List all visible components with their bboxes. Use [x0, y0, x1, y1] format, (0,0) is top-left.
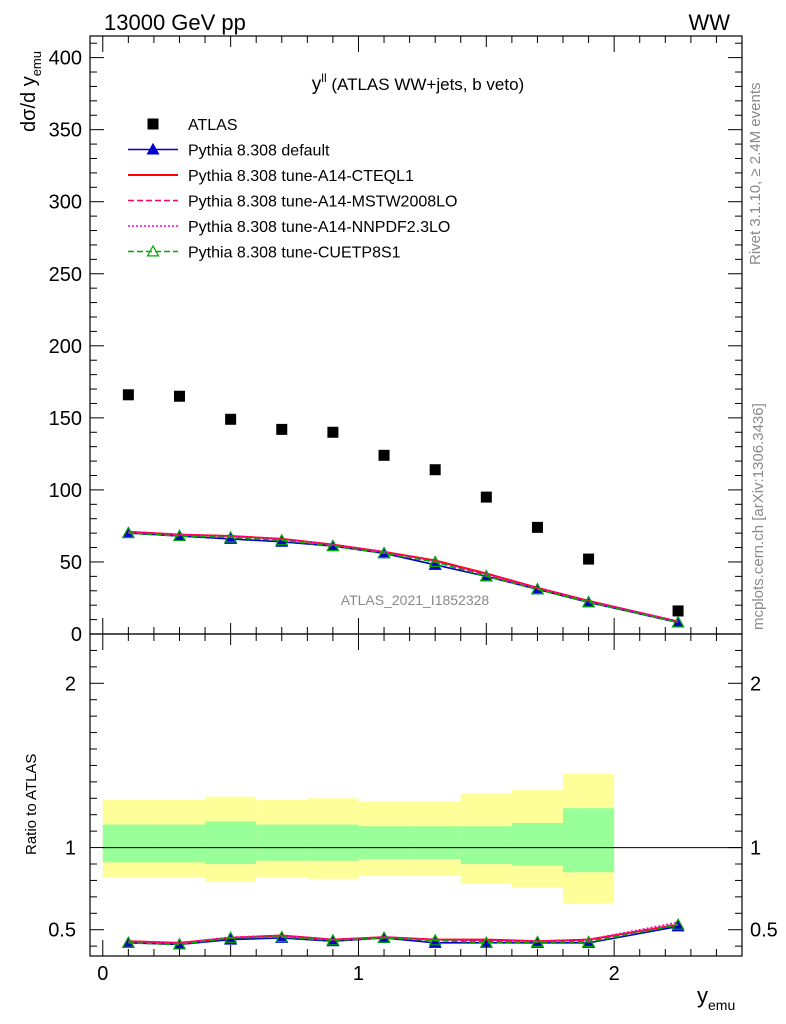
ratio-series-line: [128, 921, 679, 944]
ratio-series-marker: [172, 937, 187, 950]
title-rest: (ATLAS WW+jets, b veto): [327, 75, 525, 94]
atlas-data-point: [429, 464, 441, 476]
main-series-marker: [479, 569, 493, 582]
y-tick-label: 300: [49, 192, 82, 214]
legend-marker: [146, 142, 160, 155]
ratio-series-marker: [377, 931, 391, 943]
atlas-data-point: [583, 553, 595, 565]
ratio-series-marker: [224, 931, 238, 943]
atlas-data-point: [173, 390, 185, 402]
y-tick-label: 200: [49, 336, 82, 358]
main-series-marker: [224, 530, 238, 543]
main-series-marker: [275, 533, 289, 546]
legend-label: ATLAS: [188, 117, 238, 134]
analysis-watermark: ATLAS_2021_I1852328: [341, 592, 490, 608]
atlas-data-point: [378, 449, 390, 461]
main-series-marker: [172, 529, 187, 542]
ratio-series-marker: [530, 935, 544, 948]
xlabel-sub: emu: [708, 997, 735, 1013]
main-ylabel: dσ/d yemu: [18, 51, 44, 132]
ratio-y-tick-label-left: 1: [65, 838, 76, 860]
main-series-marker: [671, 615, 685, 628]
header-right: WW: [688, 10, 730, 35]
main-ylabel-sub: emu: [29, 51, 44, 76]
ratio-series-marker: [275, 930, 289, 943]
ratio-frame: [89, 633, 743, 957]
ratio-series-marker: [428, 933, 442, 946]
atlas-data-point: [327, 426, 339, 438]
x-tick-label: 1: [353, 963, 364, 985]
atlas-data-point: [672, 605, 684, 617]
main-series-marker: [582, 595, 596, 608]
y-tick-label: 350: [49, 120, 82, 142]
ratio-series-marker: [121, 936, 135, 948]
stat-uncertainty-band: [102, 824, 154, 863]
main-series-line: [128, 532, 679, 624]
xlabel: yemu: [697, 983, 735, 1013]
title-main: y: [312, 74, 322, 95]
atlas-data-point: [225, 413, 237, 425]
y-tick-label: 0: [71, 624, 82, 646]
stat-uncertainty-band: [307, 824, 359, 861]
stat-uncertainty-band: [256, 824, 308, 861]
ratio-ylabel: Ratio to ATLAS: [23, 754, 40, 855]
header-left: 13000 GeV pp: [104, 10, 246, 35]
ratio-series-marker: [326, 933, 340, 946]
main-series-marker: [224, 532, 238, 544]
rivet-annotation: Rivet 3.1.10, ≥ 2.4M events: [747, 83, 764, 266]
x-tick-label: 0: [97, 963, 108, 985]
main-series-line: [128, 531, 679, 623]
main-series-marker: [326, 539, 340, 552]
stat-uncertainty-band: [563, 808, 615, 873]
stat-uncertainty-band: [153, 824, 206, 863]
main-series-line: [128, 530, 679, 623]
legend-label: Pythia 8.308 tune-CUETP8S1: [188, 245, 401, 262]
atlas-data-point: [122, 389, 134, 401]
main-ylabel-main: dσ/d y: [18, 76, 40, 132]
stat-uncertainty-band: [358, 826, 410, 860]
main-series-marker: [428, 555, 442, 567]
legend-marker-atlas: [147, 118, 159, 130]
ratio-y-tick-label-left: 0.5: [48, 920, 76, 942]
xlabel-main: y: [697, 983, 708, 1008]
legend-label: Pythia 8.308 tune-A14-MSTW2008LO: [188, 194, 457, 211]
atlas-data-point: [276, 423, 288, 435]
atlas-data-point: [531, 521, 543, 533]
stat-uncertainty-band: [205, 821, 257, 864]
ratio-y-tick-label-left: 2: [65, 673, 76, 695]
legend: ATLAS Pythia 8.308 default Pythia 8.308 tu…: [128, 117, 457, 262]
ratio-panel: 0.5 0.5 1 1 2 2 0 1 2: [48, 633, 778, 985]
stat-uncertainty-band: [409, 826, 461, 860]
legend-marker: [146, 244, 160, 257]
main-series-marker: [530, 582, 544, 595]
main-series-marker: [377, 546, 391, 559]
ratio-y-tick-label-right: 0.5: [750, 920, 778, 942]
stat-uncertainty-band: [511, 822, 564, 866]
y-tick-label: 50: [60, 552, 82, 574]
legend-label: Pythia 8.308 default: [188, 143, 330, 160]
y-tick-label: 150: [49, 408, 82, 430]
y-tick-label: 400: [49, 48, 82, 70]
legend-label: Pythia 8.308 tune-A14-CTEQL1: [188, 168, 414, 185]
title-sup: ll: [321, 71, 326, 85]
ratio-series-marker: [671, 918, 685, 930]
main-series-line: [128, 532, 679, 624]
legend-label: Pythia 8.308 tune-A14-NNPDF2.3LO: [188, 219, 450, 236]
ratio-series-line: [128, 925, 679, 946]
main-series-line: [128, 530, 679, 622]
stat-uncertainty-band: [460, 826, 512, 864]
mcplots-annotation: mcplots.cern.ch [arXiv:1306.3436]: [750, 403, 767, 630]
ratio-series-line: [128, 924, 679, 946]
ratio-y-tick-label-right: 2: [750, 673, 761, 695]
x-tick-label: 2: [609, 963, 620, 985]
atlas-data-point: [480, 491, 492, 503]
y-tick-label: 250: [49, 264, 82, 286]
main-panel: 0 50 100 150 200 250 300 350 400: [49, 35, 743, 646]
main-series-marker: [121, 526, 135, 539]
ratio-y-tick-label-right: 1: [750, 838, 761, 860]
y-tick-label: 100: [49, 480, 82, 502]
plot-title: yll (ATLAS WW+jets, b veto): [312, 71, 524, 95]
ratio-series-marker: [582, 935, 596, 948]
